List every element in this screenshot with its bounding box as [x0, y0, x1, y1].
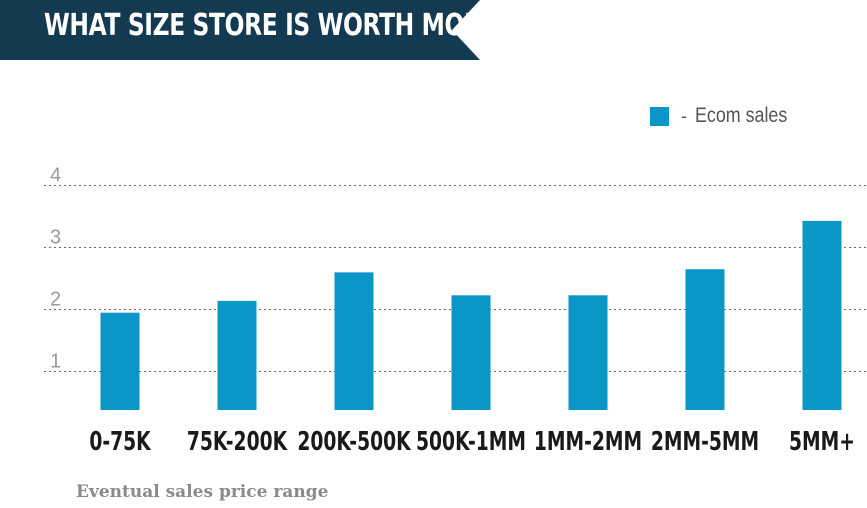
x-tick-label: 5MM+ — [789, 427, 855, 457]
x-tick-label: 200K-500K — [297, 427, 411, 457]
y-tick-label: 1 — [50, 351, 61, 373]
bar — [685, 269, 725, 410]
bar — [568, 295, 608, 410]
y-tick-label: 4 — [50, 165, 61, 187]
y-tick-label: 2 — [50, 289, 61, 311]
x-tick-label: 0-75K — [89, 427, 152, 457]
x-tick-label: 500K-1MM — [416, 427, 526, 457]
x-axis-title: Eventual sales price range — [76, 482, 329, 502]
bar — [451, 295, 491, 410]
chart-title: WHAT SIZE STORE IS WORTH MORE? — [44, 8, 511, 43]
title-banner: WHAT SIZE STORE IS WORTH MORE? — [0, 0, 511, 60]
y-tick-label: 3 — [50, 227, 61, 249]
x-tick-label: 75K-200K — [187, 427, 288, 457]
legend: - Ecom sales — [650, 104, 804, 128]
x-tick-label: 2MM-5MM — [651, 427, 759, 457]
bar — [100, 312, 140, 410]
legend-swatch — [650, 106, 669, 126]
x-tick-label: 1MM-2MM — [534, 427, 642, 457]
legend-label: Ecom sales — [695, 104, 788, 127]
banner-shape — [0, 0, 480, 60]
bar — [802, 220, 842, 410]
legend-marker: - — [681, 105, 687, 126]
bar — [217, 300, 257, 410]
bar — [334, 272, 374, 410]
